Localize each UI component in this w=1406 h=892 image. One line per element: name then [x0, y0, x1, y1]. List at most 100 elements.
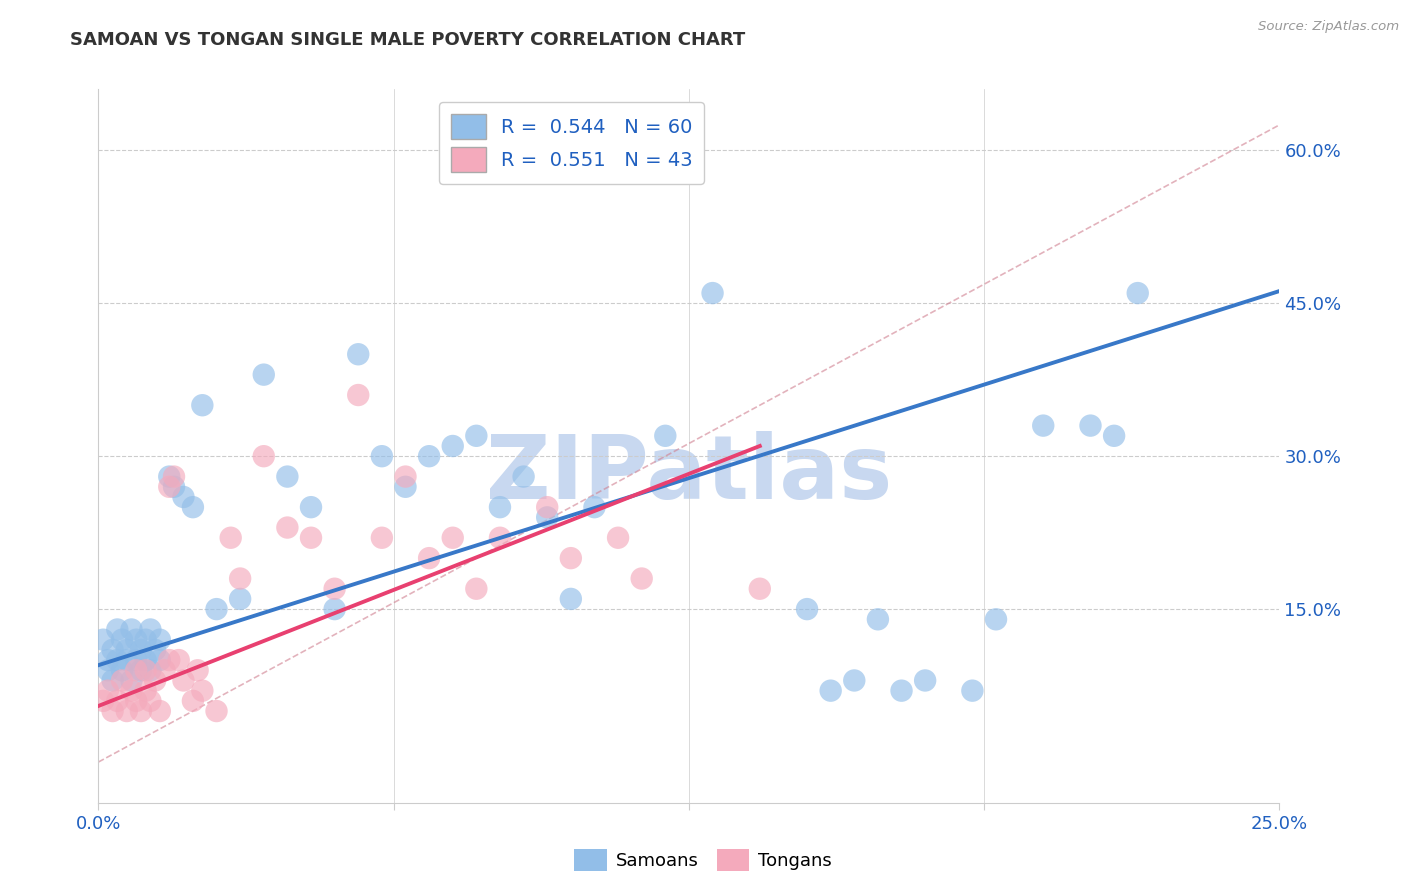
Point [139, 694, 162, 708]
Point [129, 663, 152, 677]
Point [181, 500, 204, 515]
Point [115, 704, 138, 718]
Point [844, 673, 866, 688]
Point [276, 469, 298, 483]
Point [219, 531, 242, 545]
Point [121, 673, 143, 688]
Point [121, 683, 143, 698]
Point [157, 480, 180, 494]
Point [105, 653, 128, 667]
Point [101, 704, 124, 718]
Point [139, 623, 162, 637]
Point [748, 582, 770, 596]
Point [253, 449, 276, 463]
Point [135, 663, 157, 677]
Point [1032, 418, 1054, 433]
Point [172, 673, 194, 688]
Point [205, 602, 228, 616]
Point [512, 469, 534, 483]
Point [536, 500, 558, 515]
Legend: Samoans, Tongans: Samoans, Tongans [567, 842, 839, 879]
Point [441, 531, 464, 545]
Point [191, 683, 214, 698]
Point [253, 368, 276, 382]
Point [105, 623, 128, 637]
Point [205, 704, 228, 718]
Point [394, 469, 416, 483]
Point [91, 632, 114, 647]
Point [299, 531, 322, 545]
Point [465, 582, 488, 596]
Point [489, 500, 512, 515]
Point [97, 683, 120, 698]
Point [1080, 418, 1102, 433]
Point [149, 704, 172, 718]
Point [125, 663, 148, 677]
Point [583, 500, 606, 515]
Point [135, 683, 157, 698]
Point [129, 643, 152, 657]
Point [111, 663, 134, 677]
Point [229, 572, 252, 586]
Point [163, 469, 186, 483]
Point [1126, 286, 1149, 301]
Point [299, 500, 322, 515]
Point [441, 439, 464, 453]
Point [167, 653, 190, 667]
Point [607, 531, 630, 545]
Point [125, 694, 148, 708]
Point [105, 694, 128, 708]
Point [347, 388, 370, 402]
Point [560, 551, 582, 566]
Point [229, 591, 252, 606]
Point [129, 704, 152, 718]
Point [536, 510, 558, 524]
Point [984, 612, 1007, 626]
Point [101, 643, 124, 657]
Point [139, 663, 162, 677]
Text: Source: ZipAtlas.com: Source: ZipAtlas.com [1258, 20, 1399, 33]
Point [820, 683, 842, 698]
Point [630, 572, 652, 586]
Point [153, 663, 176, 677]
Text: SAMOAN VS TONGAN SINGLE MALE POVERTY CORRELATION CHART: SAMOAN VS TONGAN SINGLE MALE POVERTY COR… [70, 31, 745, 49]
Point [962, 683, 984, 698]
Point [914, 673, 936, 688]
Point [115, 643, 138, 657]
Point [323, 582, 346, 596]
Point [149, 632, 172, 647]
Point [115, 653, 138, 667]
Point [97, 663, 120, 677]
Point [560, 591, 582, 606]
Text: ZIPatlas: ZIPatlas [486, 431, 891, 518]
Point [163, 480, 186, 494]
Point [394, 480, 416, 494]
Point [347, 347, 370, 361]
Point [111, 632, 134, 647]
Point [149, 653, 172, 667]
Point [111, 673, 134, 688]
Point [489, 531, 512, 545]
Point [135, 653, 157, 667]
Point [97, 653, 120, 667]
Point [121, 623, 143, 637]
Point [418, 449, 440, 463]
Point [1102, 429, 1125, 443]
Point [418, 551, 440, 566]
Point [135, 632, 157, 647]
Point [125, 653, 148, 667]
Point [371, 531, 394, 545]
Point [191, 398, 214, 412]
Point [157, 653, 180, 667]
Point [143, 643, 166, 657]
Point [276, 520, 298, 534]
Point [866, 612, 889, 626]
Point [796, 602, 818, 616]
Point [91, 694, 114, 708]
Point [157, 469, 180, 483]
Point [371, 449, 394, 463]
Point [465, 429, 488, 443]
Point [702, 286, 724, 301]
Point [125, 632, 148, 647]
Legend: R =  0.544   N = 60, R =  0.551   N = 43: R = 0.544 N = 60, R = 0.551 N = 43 [439, 103, 704, 184]
